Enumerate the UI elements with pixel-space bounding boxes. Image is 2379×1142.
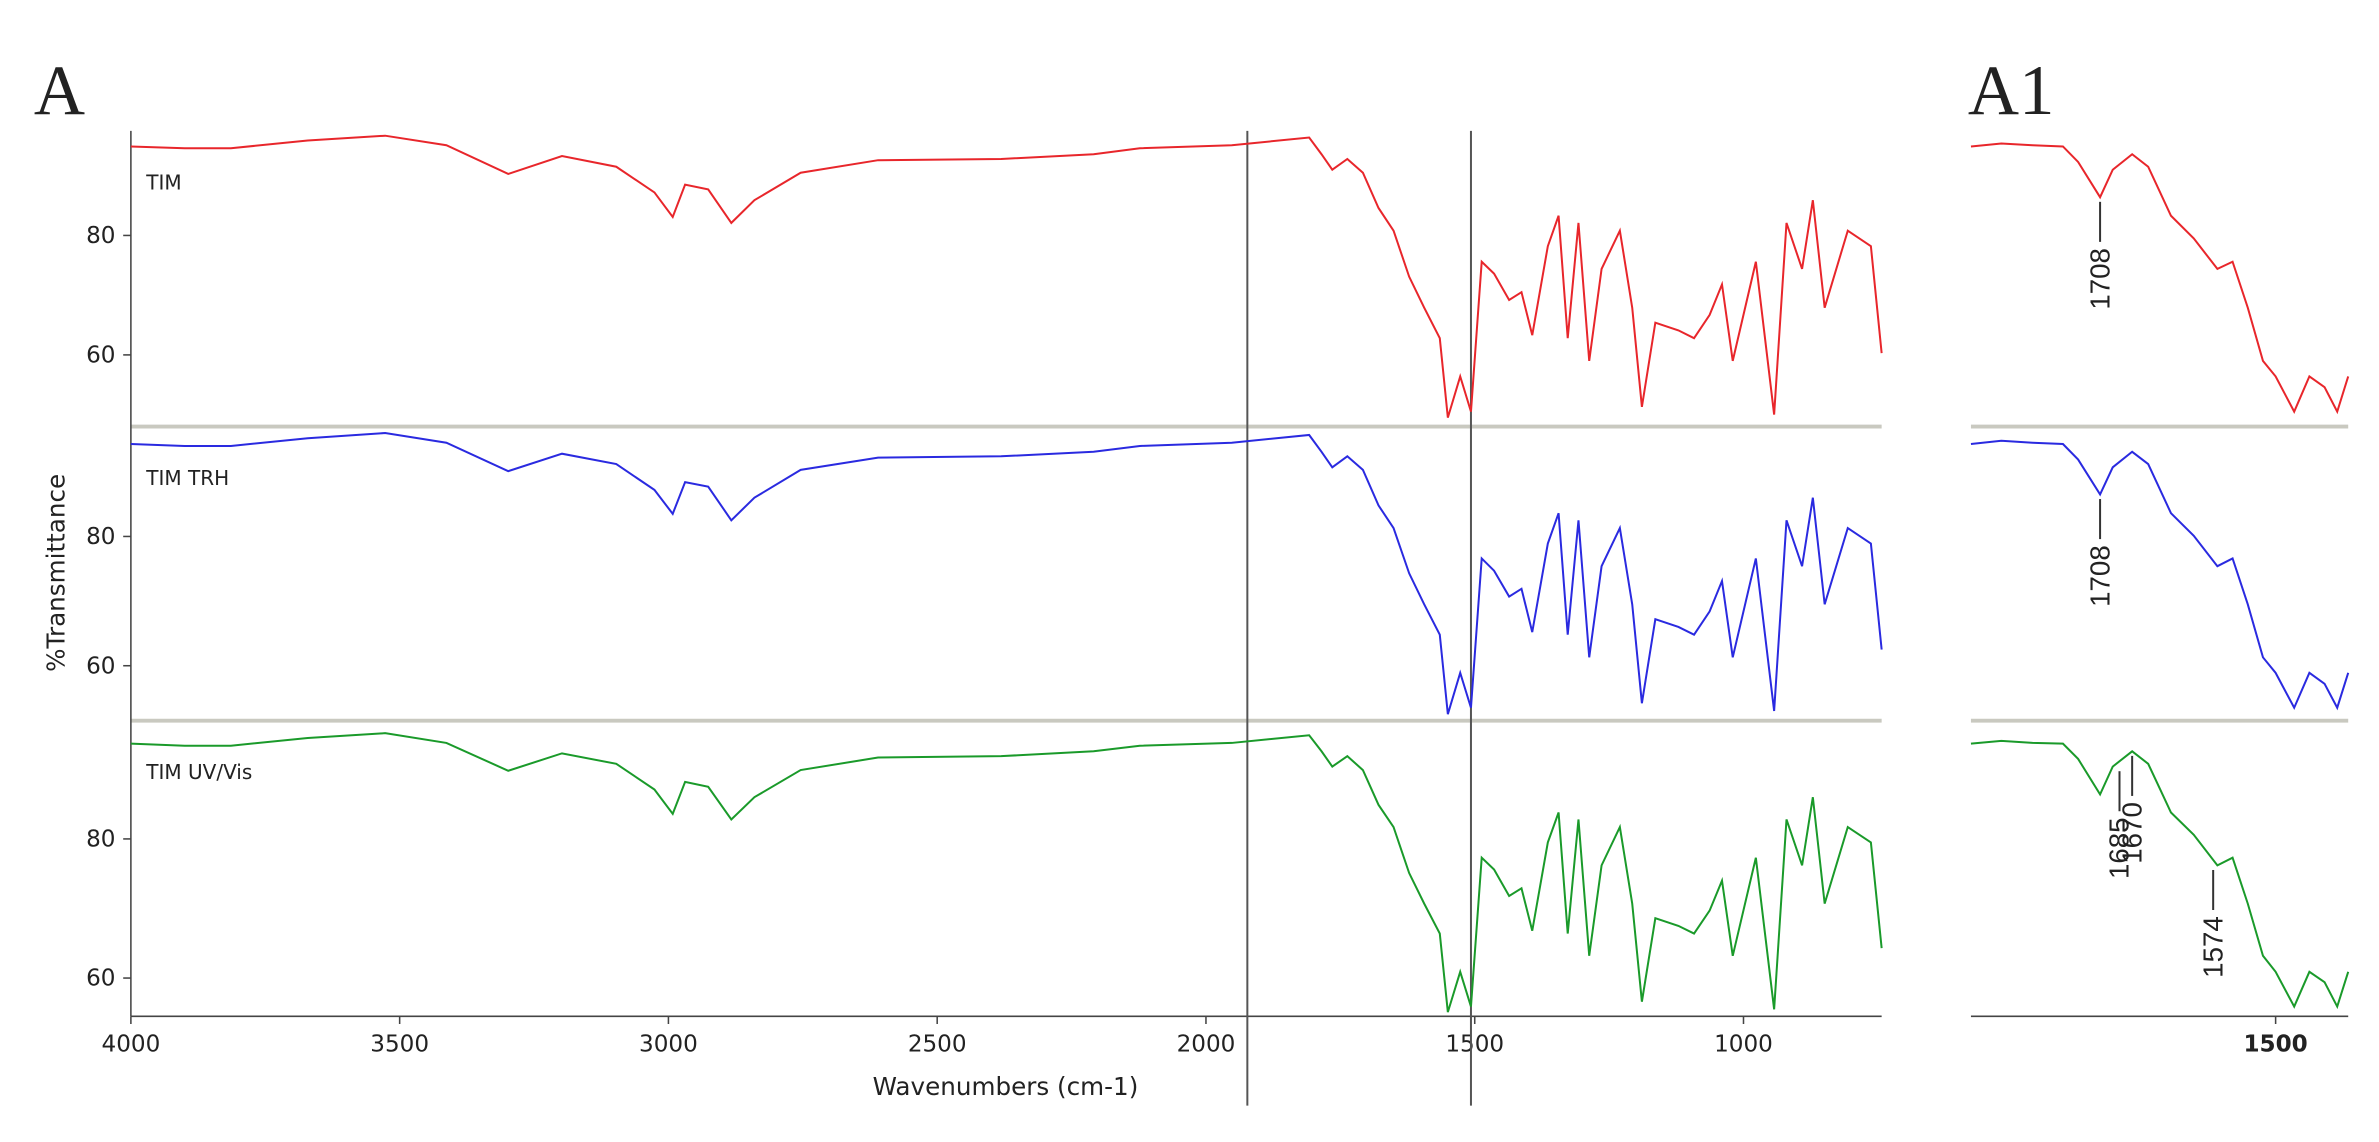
y-axis-title: %Transmittance [42,474,71,672]
annotation-label: 1685 [2104,817,2135,879]
annotation-label: 1708 [2084,248,2115,310]
x-tick-label: 4000 [102,1032,161,1058]
x-tick-label: 3000 [639,1032,698,1058]
y-tick-label: 80 [86,827,115,853]
x-tick-label: 2500 [908,1032,967,1058]
annotation-label: 1708 [2084,545,2115,607]
x-tick-label: 1000 [1714,1032,1773,1058]
annotation-label: 1670 [2116,802,2147,864]
series-name: TIM UV/Vis [145,760,252,784]
panel-label: A1 [1968,52,2055,130]
y-tick-label: 60 [86,653,115,679]
panel-label: A [34,52,85,130]
x-tick-label: 3500 [370,1032,429,1058]
y-tick-label: 60 [86,343,115,369]
y-tick-label: 80 [86,223,115,249]
annotation-label: 1574 [2197,916,2228,978]
spectrum-line [130,134,1883,418]
x-tick-label: 1500 [1445,1032,1504,1058]
series-name: TIM TRH [145,466,229,490]
y-tick-label: 80 [86,524,115,550]
x-tick-label: 2000 [1177,1032,1236,1058]
y-tick-label: 60 [86,966,115,992]
spectrum-line [130,432,1883,715]
spectrum-line [1970,142,2350,415]
series-name: TIM [145,170,181,194]
spectrum-line [1970,439,2350,711]
x-tick-label: 1500 [2244,1032,2308,1058]
x-axis-title: Wavenumbers (cm-1) [873,1072,1139,1101]
spectrum-line [130,732,1883,1013]
spectrum-line [1970,739,2350,1010]
